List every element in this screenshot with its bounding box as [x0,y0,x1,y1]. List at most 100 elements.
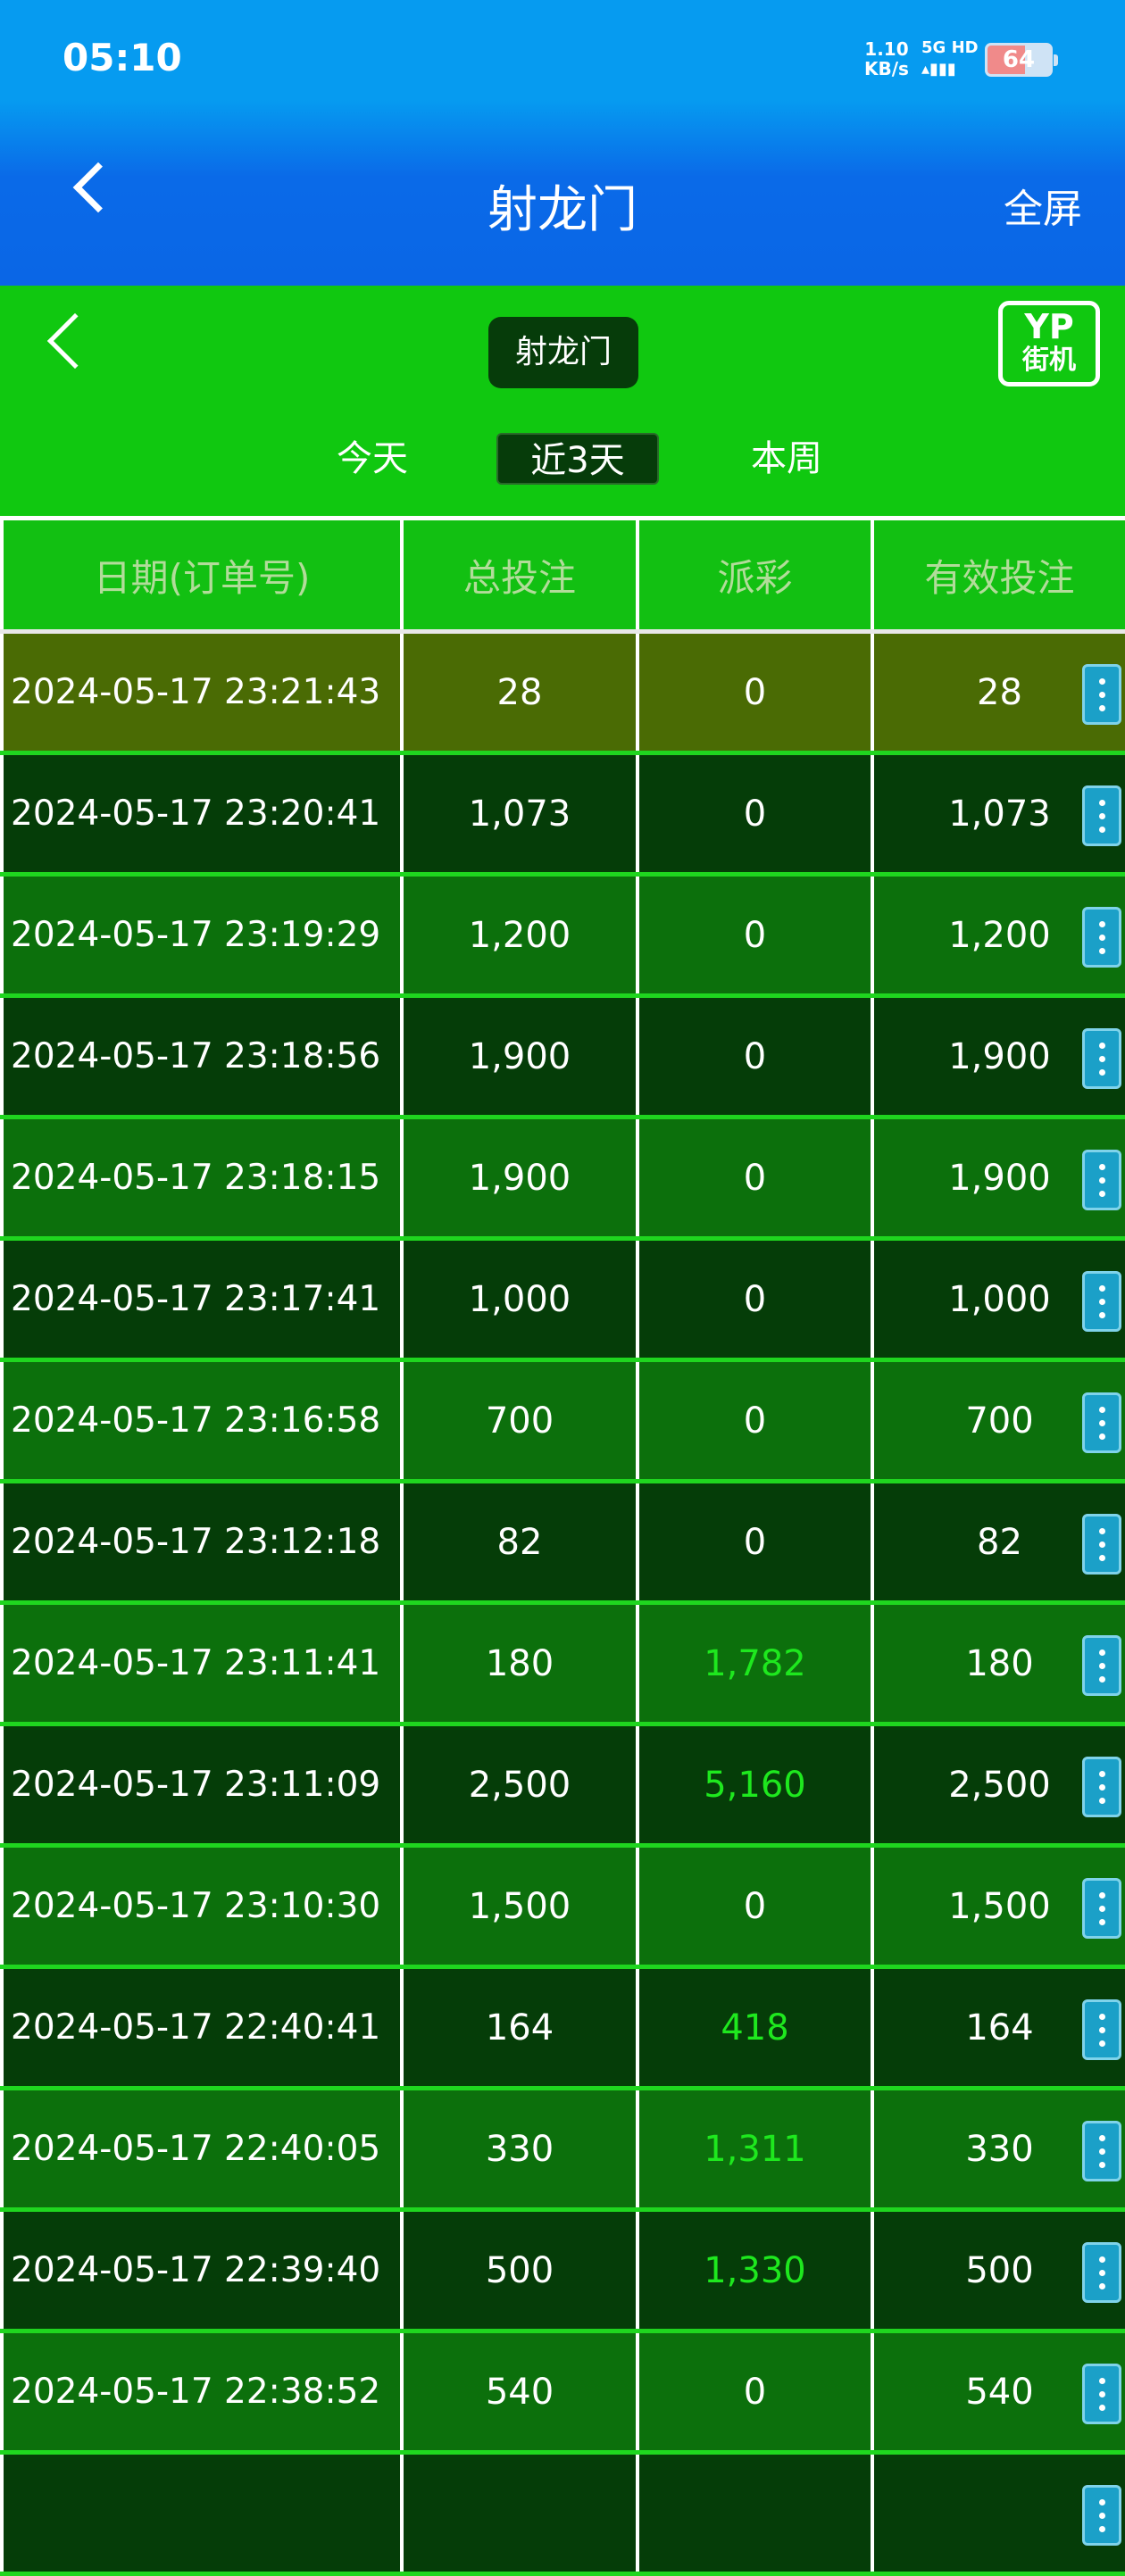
dot-icon [1098,2026,1105,2033]
more-options-button[interactable] [1082,664,1121,725]
more-options-button[interactable] [1082,1757,1121,1817]
dot-icon [1098,1190,1105,1197]
dot-icon [1098,1176,1105,1184]
table-row[interactable]: 2024-05-17 23:11:41 180 1,782 180 [0,1602,1125,1726]
dot-icon [1098,2256,1105,2263]
dot-icon [1098,1905,1105,1912]
more-options-button[interactable] [1082,1635,1121,1696]
more-options-button[interactable] [1082,2364,1121,2424]
cell-date: 2024-05-17 23:11:41 [0,1602,404,1726]
dot-icon [1098,1797,1105,1804]
more-options-button[interactable] [1082,2485,1121,2546]
more-options-button[interactable] [1082,2121,1121,2181]
cell-payout: 0 [636,1359,874,1483]
dot-icon [1098,1163,1105,1170]
cell-bet: 500 [400,2209,639,2333]
more-options-button[interactable] [1082,1514,1121,1575]
more-options-button[interactable] [1082,785,1121,846]
range-3days[interactable]: 近3天 [496,433,659,485]
yp-logo: YP 街机 [998,301,1100,386]
dot-icon [1098,1311,1105,1318]
dot-icon [1098,2148,1105,2155]
cell-date: 2024-05-17 23:17:41 [0,1238,404,1362]
dot-icon [1098,2282,1105,2289]
more-options-button[interactable] [1082,1271,1121,1332]
dot-icon [1098,1675,1105,1683]
cell-bet: 1,900 [400,1117,639,1241]
more-options-button[interactable] [1082,1150,1121,1210]
page-title: 射龙门 [488,181,638,239]
table-row[interactable]: 2024-05-17 23:18:15 1,900 0 1,900 [0,1117,1125,1241]
dot-icon [1098,2134,1105,2141]
dot-icon [1098,2377,1105,2384]
cell-empty [0,2452,404,2576]
cell-empty [636,2452,874,2576]
cell-valid: 1,073 [871,752,1125,877]
table-row[interactable]: 2024-05-17 23:19:29 1,200 0 1,200 [0,874,1125,998]
cell-valid: 330 [871,2088,1125,2212]
cell-valid: 2,500 [871,1724,1125,1848]
dot-icon [1098,2013,1105,2020]
more-options-button[interactable] [1082,1878,1121,1939]
dot-icon [1098,2525,1105,2532]
more-options-button[interactable] [1082,1999,1121,2060]
table-row[interactable]: 2024-05-17 23:12:18 82 0 82 [0,1481,1125,1605]
dot-icon [1098,2390,1105,2397]
table-row-partial[interactable] [0,2452,1125,2576]
cell-payout: 0 [636,1481,874,1605]
cell-date: 2024-05-17 23:21:43 [0,631,404,755]
cell-date: 2024-05-17 23:18:15 [0,1117,404,1241]
dot-icon [1098,1284,1105,1292]
dot-icon [1098,799,1105,806]
cell-bet: 1,073 [400,752,639,877]
table-row[interactable]: 2024-05-17 23:16:58 700 0 700 [0,1359,1125,1483]
cell-bet: 164 [400,1966,639,2090]
cell-date: 2024-05-17 23:20:41 [0,752,404,877]
table-row[interactable]: 2024-05-17 22:40:05 330 1,311 330 [0,2088,1125,2212]
table-row[interactable]: 2024-05-17 22:39:40 500 1,330 500 [0,2209,1125,2333]
table-row[interactable]: 2024-05-17 23:17:41 1,000 0 1,000 [0,1238,1125,1362]
dot-icon [1098,704,1105,711]
cell-bet: 82 [400,1481,639,1605]
fullscreen-button[interactable]: 全屏 [1004,187,1082,232]
cell-valid: 1,000 [871,1238,1125,1362]
net-speed-unit: KB/s [864,58,909,79]
dot-icon [1098,1068,1105,1076]
cell-valid: 28 [871,631,1125,755]
cell-empty [400,2452,639,2576]
cell-date: 2024-05-17 23:19:29 [0,874,404,998]
cell-bet: 1,900 [400,995,639,1119]
cell-bet: 700 [400,1359,639,1483]
cell-payout: 1,311 [636,2088,874,2212]
table-row[interactable]: 2024-05-17 23:21:43 28 0 28 [0,631,1125,755]
dot-icon [1098,1419,1105,1426]
table-row[interactable]: 2024-05-17 23:18:56 1,900 0 1,900 [0,995,1125,1119]
dot-icon [1098,947,1105,954]
dot-icon [1098,1406,1105,1413]
network-type: 5G HD [921,38,979,57]
table-row[interactable]: 2024-05-17 22:38:52 540 0 540 [0,2331,1125,2455]
range-today[interactable]: 今天 [337,438,408,479]
table-row[interactable]: 2024-05-17 23:10:30 1,500 0 1,500 [0,1845,1125,1969]
bet-records-table: 日期(订单号) 总投注 派彩 有效投注 2024-05-17 23:21:43 2… [0,516,1125,2576]
cell-date: 2024-05-17 23:16:58 [0,1359,404,1483]
dot-icon [1098,1918,1105,1925]
cell-valid: 1,500 [871,1845,1125,1969]
cell-payout: 0 [636,1238,874,1362]
more-options-button[interactable] [1082,1392,1121,1453]
cell-date: 2024-05-17 22:40:41 [0,1966,404,2090]
more-options-button[interactable] [1082,907,1121,968]
more-options-button[interactable] [1082,1028,1121,1089]
dot-icon [1098,1527,1105,1534]
battery-icon: 64 [985,43,1058,77]
table-row[interactable]: 2024-05-17 23:20:41 1,073 0 1,073 [0,752,1125,877]
cell-date: 2024-05-17 22:38:52 [0,2331,404,2455]
table-row[interactable]: 2024-05-17 23:11:09 2,500 5,160 2,500 [0,1724,1125,1848]
dot-icon [1098,1055,1105,1062]
cell-date: 2024-05-17 23:10:30 [0,1845,404,1969]
more-options-button[interactable] [1082,2242,1121,2303]
col-payout: 派彩 [636,516,874,634]
cell-valid: 82 [871,1481,1125,1605]
range-week[interactable]: 本周 [751,438,822,479]
table-row[interactable]: 2024-05-17 22:40:41 164 418 164 [0,1966,1125,2090]
